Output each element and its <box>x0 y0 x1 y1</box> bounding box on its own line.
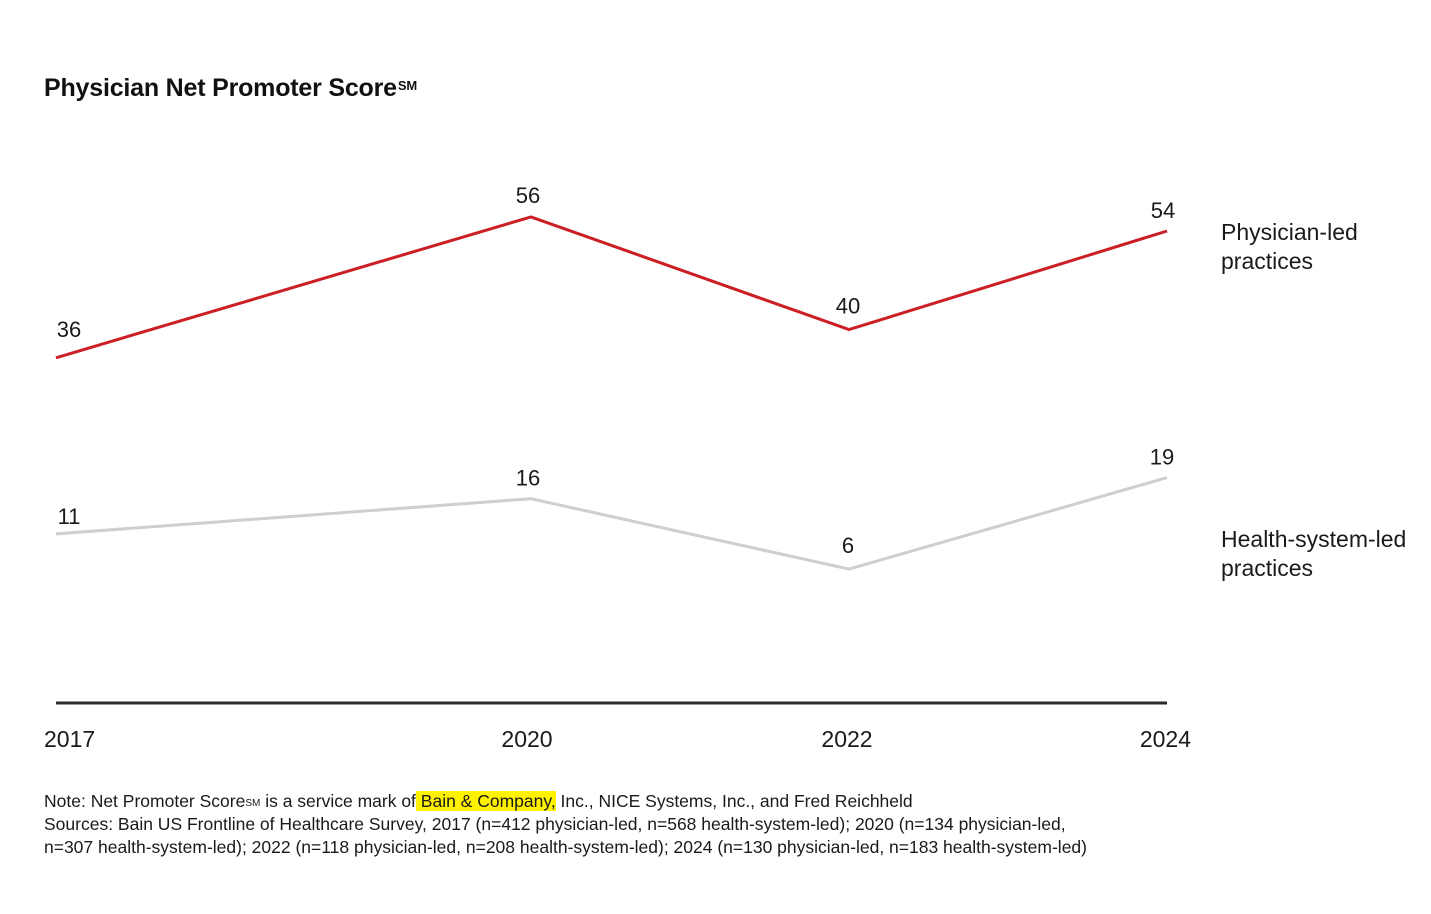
footnotes: Note: Net Promoter ScoreSM is a service … <box>44 790 1087 859</box>
note-line: Note: Net Promoter ScoreSM is a service … <box>44 790 1087 813</box>
x-tick-label-2017: 2017 <box>44 726 95 752</box>
data-label-physician-led-2024: 54 <box>1151 198 1175 223</box>
data-label-physician-led-2020: 56 <box>516 183 540 208</box>
note-highlight: Bain & Company, <box>415 791 556 811</box>
series-label-physician-led-line2: practices <box>1221 248 1314 274</box>
series-label-health-system-led: Health-system-led practices <box>1221 525 1406 583</box>
data-label-health-system-led-2020: 16 <box>516 466 540 491</box>
x-axis-ticks: 2017 2020 2022 2024 <box>44 726 1191 752</box>
x-tick-label-2020: 2020 <box>501 726 552 752</box>
series-label-physician-led: Physician-led practices <box>1221 218 1358 276</box>
data-label-physician-led-2017: 36 <box>57 317 81 342</box>
data-label-physician-led-2022: 40 <box>836 294 860 319</box>
x-tick-label-2022: 2022 <box>821 726 872 752</box>
chart-title-text: Physician Net Promoter Score <box>44 74 397 102</box>
chart-title: Physician Net Promoter ScoreSM <box>44 74 417 103</box>
series-label-health-system-led-line2: practices <box>1221 555 1314 581</box>
data-label-health-system-led-2024: 19 <box>1150 445 1174 470</box>
chart-title-superscript: SM <box>397 78 417 93</box>
data-label-layer: 36 56 40 54 11 16 6 19 <box>57 183 1175 558</box>
sources-line-1: Sources: Bain US Frontline of Healthcare… <box>44 814 1066 834</box>
series-line-health-system-led <box>55 476 1168 571</box>
series-layer <box>55 215 1168 571</box>
note-mid: is a service mark of <box>260 791 416 811</box>
data-label-health-system-led-2017: 11 <box>58 504 81 529</box>
series-line-physician-led <box>55 215 1168 360</box>
series-label-physician-led-line1: Physician-led <box>1221 219 1358 245</box>
note-suffix: Inc., NICE Systems, Inc., and Fred Reich… <box>555 791 913 811</box>
series-label-health-system-led-line1: Health-system-led <box>1221 526 1407 552</box>
note-prefix: Note: Net Promoter Score <box>44 791 246 811</box>
x-tick-label-2024: 2024 <box>1140 726 1191 752</box>
note-superscript: SM <box>245 798 261 809</box>
data-label-health-system-led-2022: 6 <box>842 533 854 558</box>
sources-line-2: n=307 health-system-led); 2022 (n=118 ph… <box>44 837 1087 857</box>
